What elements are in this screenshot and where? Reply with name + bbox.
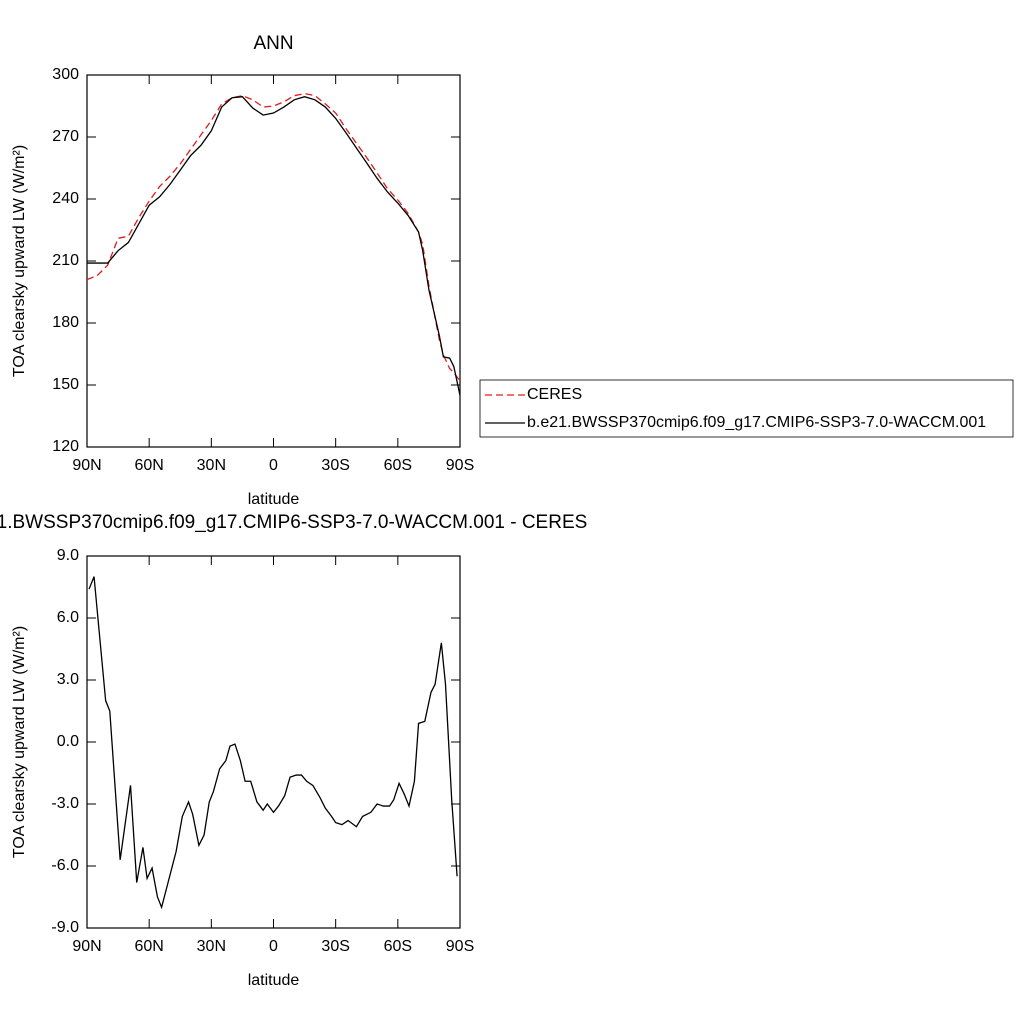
data-line xyxy=(87,96,461,396)
y-axis-title: TOA clearsky upward LW (W/m²) xyxy=(11,145,28,377)
y-tick-label: 270 xyxy=(52,128,79,145)
chart-title: b.e21.BWSSP370cmip6.f09_g17.CMIP6-SSP3-7… xyxy=(0,512,587,533)
data-line xyxy=(86,92,461,382)
legend-label: CERES xyxy=(527,386,582,403)
legend-label: b.e21.BWSSP370cmip6.f09_g17.CMIP6-SSP3-7… xyxy=(527,414,986,431)
x-tick-label: 0 xyxy=(269,457,278,474)
y-tick-label: 0.0 xyxy=(57,733,79,750)
x-tick-label: 30S xyxy=(321,457,349,474)
y-tick-label: 180 xyxy=(52,314,79,331)
plot-frame xyxy=(86,555,461,929)
data-line xyxy=(88,576,458,910)
x-tick-label: 60N xyxy=(134,938,163,955)
x-tick-label: 90S xyxy=(446,457,474,474)
x-tick-label: 60S xyxy=(384,938,412,955)
chart-title: ANN xyxy=(253,33,293,54)
y-tick-label: 3.0 xyxy=(57,671,79,688)
x-tick-label: 90S xyxy=(446,938,474,955)
y-tick-label: 210 xyxy=(52,252,79,269)
y-tick-label: 120 xyxy=(52,438,79,455)
y-tick-label: -9.0 xyxy=(51,919,79,936)
y-tick-label: 9.0 xyxy=(57,547,79,564)
legend-box xyxy=(479,379,1014,438)
y-tick-label: 240 xyxy=(52,190,79,207)
plot-frame xyxy=(86,74,461,448)
x-tick-label: 0 xyxy=(269,938,278,955)
y-tick-label: 6.0 xyxy=(57,609,79,626)
y-tick-label: -3.0 xyxy=(51,795,79,812)
x-tick-label: 60S xyxy=(384,457,412,474)
x-tick-label: 90N xyxy=(72,457,101,474)
y-tick-label: -6.0 xyxy=(51,857,79,874)
x-tick-label: 60N xyxy=(134,457,163,474)
y-tick-label: 300 xyxy=(52,66,79,83)
x-tick-label: 90N xyxy=(72,938,101,955)
y-axis-title: TOA clearsky upward LW (W/m²) xyxy=(11,626,28,858)
y-tick-label: 150 xyxy=(52,376,79,393)
x-axis-title: latitude xyxy=(248,972,300,989)
x-axis-title: latitude xyxy=(248,491,300,508)
x-tick-label: 30S xyxy=(321,938,349,955)
x-tick-label: 30N xyxy=(197,457,226,474)
x-tick-label: 30N xyxy=(197,938,226,955)
